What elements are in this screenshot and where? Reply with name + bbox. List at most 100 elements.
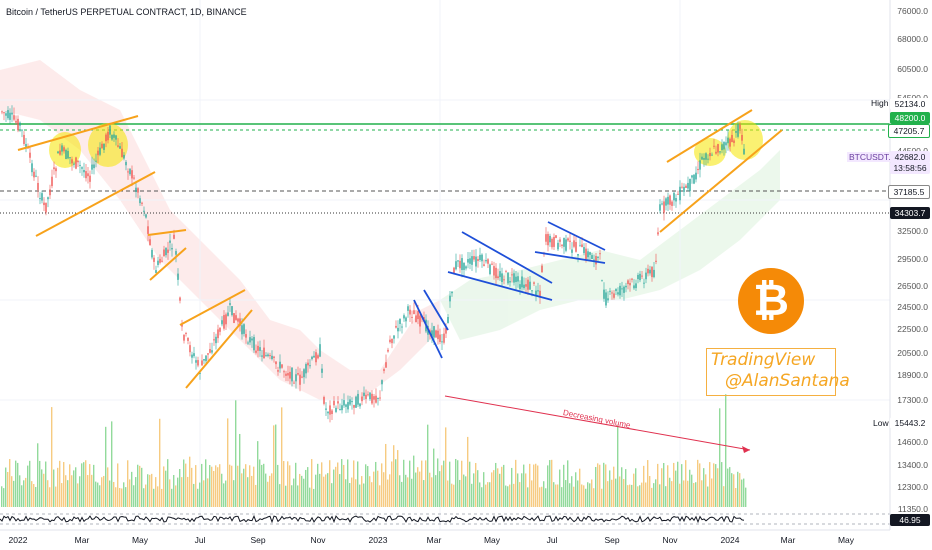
candle-body xyxy=(397,327,399,332)
candle-body xyxy=(147,226,149,234)
volume-bar xyxy=(157,486,159,507)
volume-bar xyxy=(15,460,17,507)
symbol-label: BTCUSDT.P xyxy=(847,152,899,162)
volume-bar xyxy=(569,483,571,507)
candle-body xyxy=(555,235,557,238)
volume-bar xyxy=(165,470,167,507)
volume-bar xyxy=(317,463,319,507)
candle-body xyxy=(603,289,605,299)
candle-body xyxy=(531,290,533,292)
volume-bar xyxy=(735,488,737,507)
candle-body xyxy=(591,255,593,259)
candle-body xyxy=(463,262,465,270)
candle-body xyxy=(461,258,463,271)
candlestick-series xyxy=(1,105,745,423)
candle-body xyxy=(621,288,623,290)
volume-bar xyxy=(499,473,501,507)
high-label: High xyxy=(871,98,889,108)
volume-bar xyxy=(469,461,471,507)
volume-bar xyxy=(49,487,51,507)
candle-body xyxy=(563,237,565,247)
price-tick: 20500.0 xyxy=(897,348,928,358)
candle-body xyxy=(5,113,7,116)
volume-bar xyxy=(407,477,409,507)
volume-bar xyxy=(149,474,151,507)
volume-bar xyxy=(527,487,529,507)
candle-body xyxy=(529,281,531,290)
candle-body xyxy=(285,373,287,376)
volume-bar xyxy=(285,485,287,507)
candle-body xyxy=(451,291,453,294)
volume-bar xyxy=(429,472,431,507)
volume-bar xyxy=(391,461,393,507)
candle-body xyxy=(673,192,675,201)
candle-body xyxy=(91,164,93,170)
volume-bar xyxy=(263,463,265,507)
candle-body xyxy=(505,271,507,273)
volume-bar xyxy=(21,485,23,507)
price-tick: 22500.0 xyxy=(897,324,928,334)
volume-bar xyxy=(393,445,395,507)
candle-body xyxy=(223,315,225,329)
volume-bar xyxy=(179,468,181,507)
volume-bar xyxy=(559,469,561,507)
candle-body xyxy=(197,360,199,366)
volume-bar xyxy=(135,477,137,507)
volume-bar xyxy=(73,470,75,507)
candle-body xyxy=(191,354,193,358)
volume-bar xyxy=(175,485,177,507)
candle-body xyxy=(381,380,383,385)
volume-bar xyxy=(389,474,391,507)
candle-body xyxy=(199,372,201,374)
candle-body xyxy=(335,407,337,412)
volume-bar xyxy=(631,484,633,507)
volume-bar xyxy=(337,462,339,507)
high-value: 52134.0 xyxy=(890,98,930,110)
volume-bar xyxy=(355,479,357,507)
candle-body xyxy=(365,394,367,400)
time-tick: May xyxy=(131,535,149,545)
countdown-tag: 13:58:56 xyxy=(890,162,930,174)
price-tick: 11350.0 xyxy=(897,504,928,514)
volume-bar xyxy=(405,474,407,507)
candle-body xyxy=(269,355,271,357)
candle-body xyxy=(229,303,231,305)
volume-bar xyxy=(643,465,645,507)
volume-bar xyxy=(219,464,221,507)
volume-bar xyxy=(573,486,575,507)
candle-body xyxy=(473,256,475,260)
candle-body xyxy=(277,370,279,372)
volume-bar xyxy=(257,441,259,507)
volume-bar xyxy=(65,475,67,507)
volume-bar xyxy=(547,465,549,507)
candle-body xyxy=(407,306,409,311)
candle-body xyxy=(699,160,701,170)
candle-body xyxy=(67,150,69,159)
candle-body xyxy=(333,400,335,406)
candle-body xyxy=(181,323,183,327)
orange-channels xyxy=(17,109,783,389)
candle-body xyxy=(481,254,483,262)
candle-body xyxy=(615,289,617,292)
volume-bar xyxy=(659,484,661,507)
volume-bar xyxy=(77,483,79,507)
price-tick: 17300.0 xyxy=(897,395,928,405)
candle-body xyxy=(213,339,215,341)
candle-body xyxy=(625,285,627,288)
volume-bar xyxy=(635,468,637,507)
volume-bar xyxy=(467,436,469,507)
volume-bar xyxy=(419,471,421,507)
volume-bar xyxy=(31,481,33,507)
volume-bar xyxy=(11,476,13,507)
volume-bar xyxy=(421,460,423,507)
volume-bar xyxy=(261,464,263,507)
volume-bar xyxy=(371,482,373,507)
candle-body xyxy=(613,293,615,298)
volume-bar xyxy=(693,482,695,507)
candle-body xyxy=(173,234,175,239)
volume-bar xyxy=(677,461,679,507)
volume-bar xyxy=(517,473,519,507)
candle-body xyxy=(59,150,61,155)
candle-body xyxy=(259,347,261,351)
